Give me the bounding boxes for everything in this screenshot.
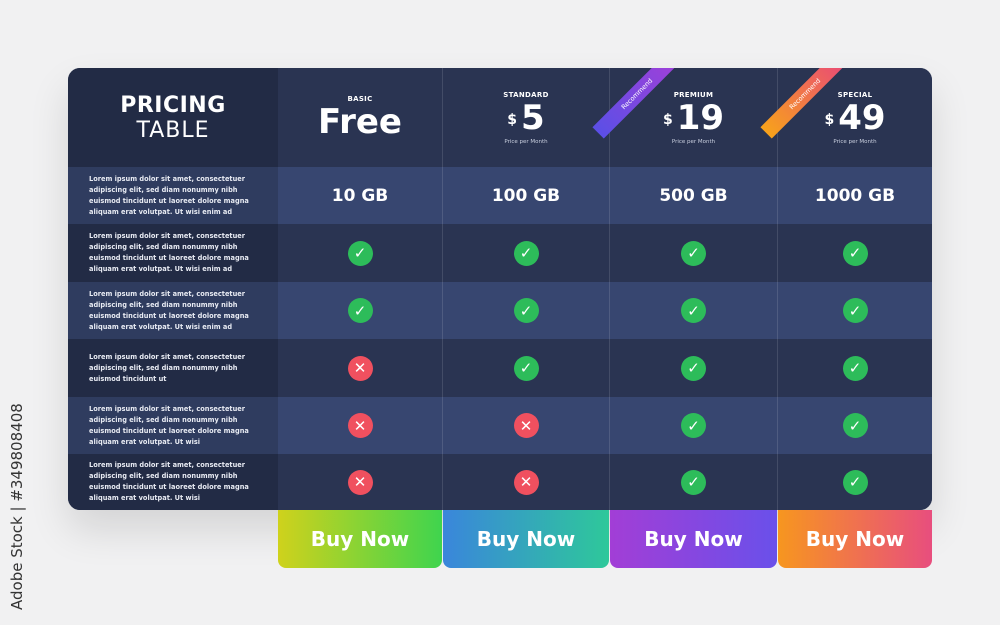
check-icon: ✓	[513, 355, 539, 381]
plan-name: BASIC	[347, 94, 373, 103]
check-icon: ✓	[513, 240, 539, 266]
check-icon: ✓	[842, 240, 868, 266]
currency-symbol: $	[662, 111, 673, 128]
plan-price: $19	[663, 99, 724, 139]
x-icon: ✕	[347, 413, 373, 438]
check-icon: ✓	[347, 240, 373, 266]
check-icon: ✓	[681, 298, 706, 323]
feature-description: Lorem ipsum dolor sit amet, consectetuer…	[89, 232, 249, 273]
table-row: Lorem ipsum dolor sit amet, consectetuer…	[68, 454, 932, 510]
table-row: Lorem ipsum dolor sit amet, consectetuer…	[68, 167, 932, 224]
feature-description: Lorem ipsum dolor sit amet, consectetuer…	[89, 352, 245, 383]
plan-price: $5	[507, 99, 544, 139]
plan-price: Free	[318, 103, 402, 141]
storage-value: 1000 GB	[814, 185, 896, 206]
currency-symbol: $	[824, 111, 835, 128]
feature-description: Lorem ipsum dolor sit amet, consectetuer…	[89, 404, 249, 446]
x-icon: ✕	[513, 469, 539, 495]
check-icon: ✓	[513, 298, 539, 323]
price-period: Price per Month	[671, 138, 716, 145]
plan-price: $49	[824, 99, 885, 139]
check-icon: ✓	[842, 413, 868, 438]
price-period: Price per Month	[833, 138, 877, 145]
header-row: PRICING TABLE BASIC Free STANDARD $5 Pri…	[68, 68, 932, 167]
plan-header-standard: STANDARD $5 Price per Month	[443, 68, 610, 167]
x-icon: ✕	[513, 413, 539, 438]
plan-name: PREMIUM	[673, 90, 714, 99]
plan-header-basic: BASIC Free	[278, 68, 443, 167]
plan-name: SPECIAL	[837, 90, 873, 99]
plan-header-special: Recommend SPECIAL $49 Price per Month	[760, 68, 932, 167]
storage-value: 500 GB	[659, 185, 728, 206]
feature-description: Lorem ipsum dolor sit amet, consectetuer…	[89, 289, 249, 331]
table-row: Lorem ipsum dolor sit amet, consectetuer…	[68, 339, 932, 397]
buy-now-button-special[interactable]: Buy Now	[778, 510, 932, 568]
buy-now-button-basic[interactable]: Buy Now	[278, 510, 442, 568]
x-icon: ✕	[347, 469, 373, 495]
table-row: Lorem ipsum dolor sit amet, consectetuer…	[68, 224, 932, 282]
price-period: Price per Month	[504, 138, 548, 145]
buy-now-button-standard[interactable]: Buy Now	[443, 510, 609, 568]
price-value: 49	[838, 97, 886, 138]
check-icon: ✓	[842, 469, 868, 495]
feature-description: Lorem ipsum dolor sit amet, consectetuer…	[89, 461, 249, 502]
check-icon: ✓	[681, 355, 706, 381]
check-icon: ✓	[681, 413, 706, 438]
watermark-id: Adobe Stock | #349808408	[8, 403, 26, 610]
storage-value: 10 GB	[331, 185, 389, 206]
storage-value: 100 GB	[491, 185, 561, 206]
check-icon: ✓	[681, 240, 706, 266]
check-icon: ✓	[347, 298, 373, 323]
currency-symbol: $	[507, 111, 518, 128]
check-icon: ✓	[842, 298, 868, 323]
plan-name: STANDARD	[503, 90, 549, 99]
price-value: Free	[318, 101, 402, 142]
plan-header-premium: Recommend PREMIUM $19 Price per Month	[592, 68, 778, 167]
pricing-table: PRICING TABLE BASIC Free STANDARD $5 Pri…	[68, 68, 932, 510]
title-table: TABLE	[136, 117, 210, 143]
table-row: Lorem ipsum dolor sit amet, consectetuer…	[68, 397, 932, 454]
price-value: 5	[521, 97, 545, 138]
buy-now-button-premium[interactable]: Buy Now	[610, 510, 777, 568]
feature-description: Lorem ipsum dolor sit amet, consectetuer…	[89, 174, 249, 216]
check-icon: ✓	[842, 355, 868, 381]
x-icon: ✕	[347, 355, 373, 381]
table-row: Lorem ipsum dolor sit amet, consectetuer…	[68, 282, 932, 339]
title-pricing: PRICING	[120, 92, 226, 118]
price-value: 19	[676, 97, 725, 138]
check-icon: ✓	[681, 469, 706, 495]
